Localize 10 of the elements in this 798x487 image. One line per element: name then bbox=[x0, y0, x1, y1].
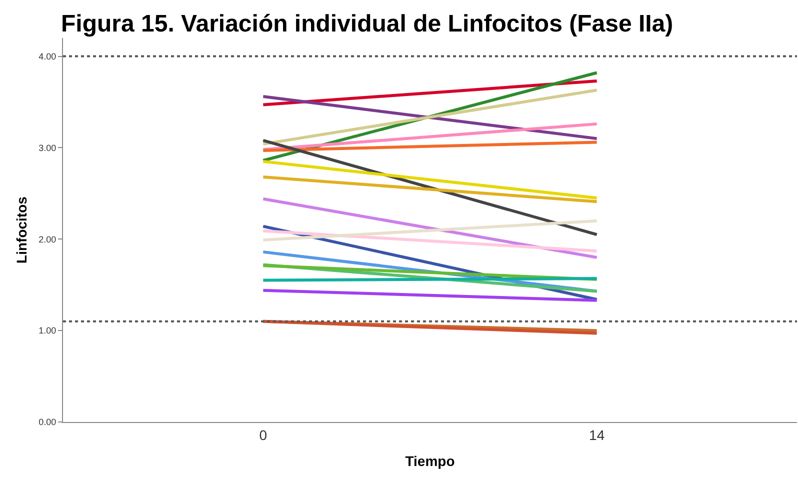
y-tick-label: 2.00 bbox=[38, 234, 56, 244]
y-tick-label: 4.00 bbox=[38, 51, 56, 62]
y-tick-label: 3.00 bbox=[38, 142, 56, 153]
x-axis-title: Tiempo bbox=[405, 453, 455, 470]
y-tick-label: 0.00 bbox=[38, 417, 56, 428]
y-axis-title: Linfocitos bbox=[13, 196, 30, 264]
y-tick-label: 1.00 bbox=[38, 326, 56, 336]
x-tick-label: 0 bbox=[259, 426, 268, 443]
x-tick-label: 14 bbox=[589, 426, 605, 443]
chart-title: Figura 15. Variación individual de Linfocitos (Fase IIa) bbox=[61, 10, 674, 38]
